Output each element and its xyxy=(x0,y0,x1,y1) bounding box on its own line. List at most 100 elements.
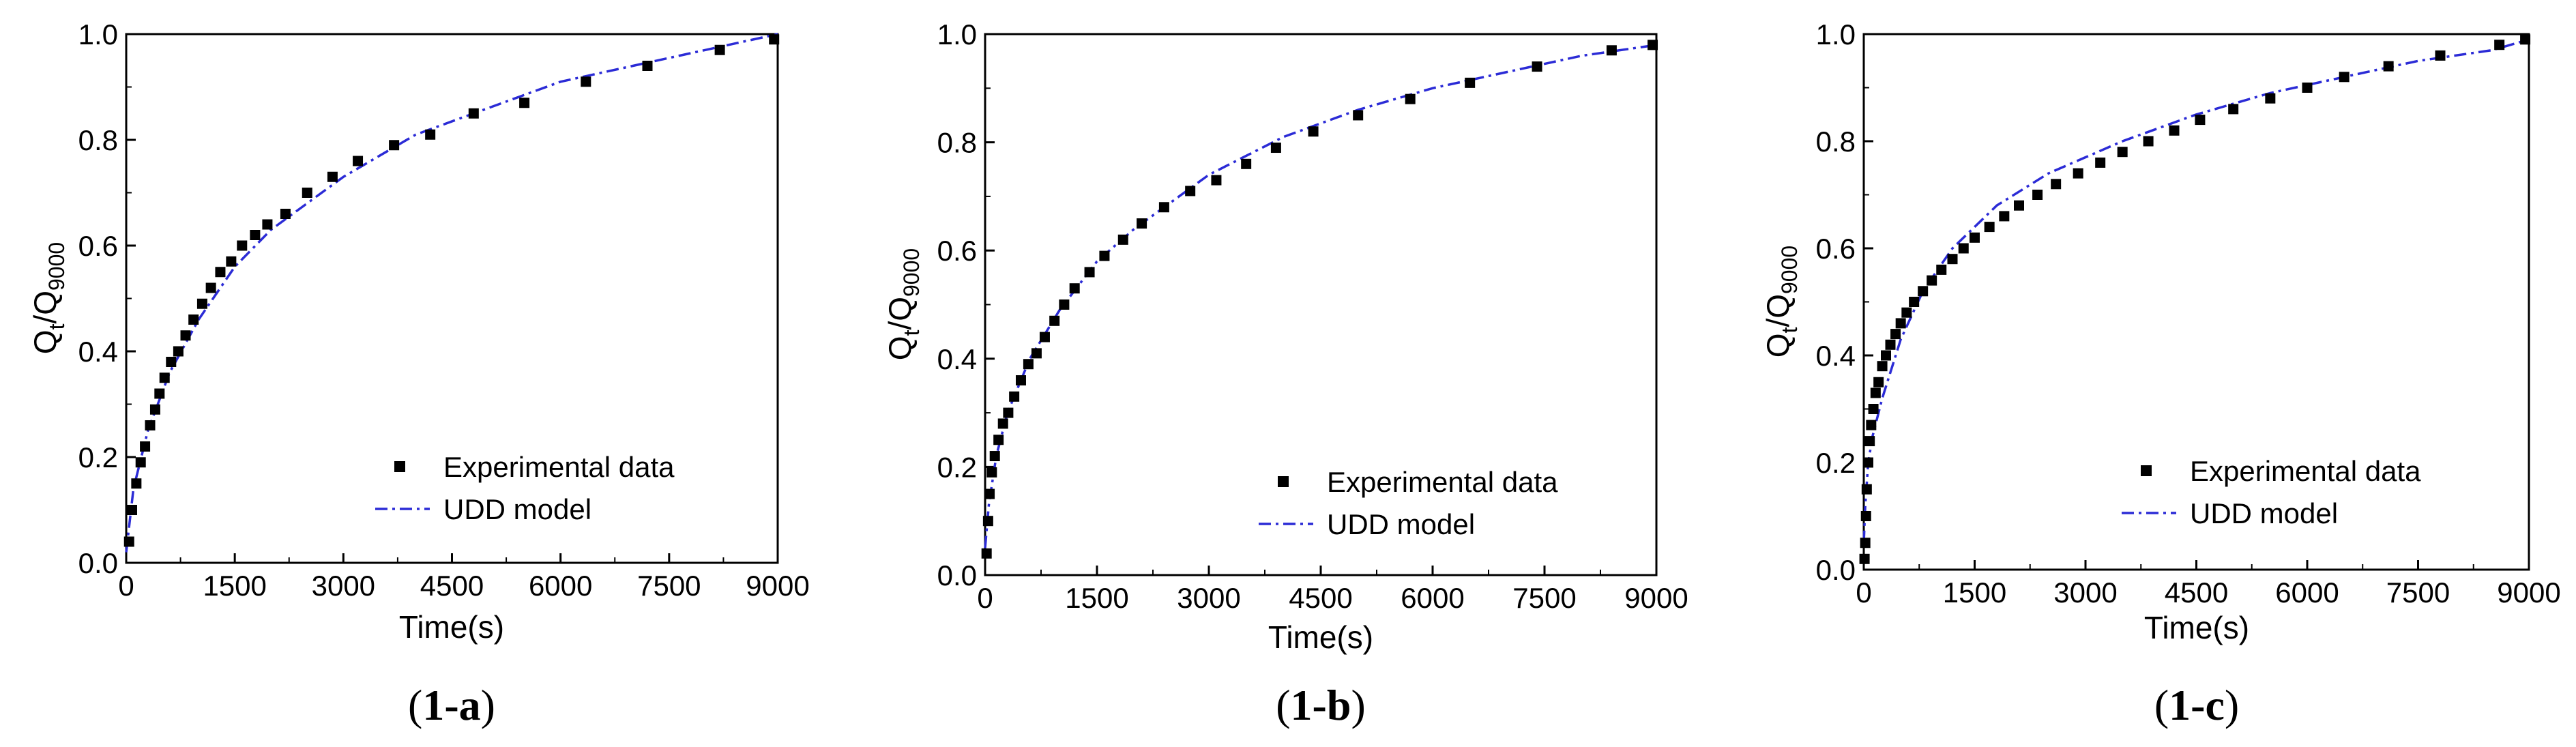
data-point xyxy=(1084,267,1095,278)
data-points-group xyxy=(981,40,1658,559)
data-point xyxy=(188,314,199,325)
x-axis-label: Time(s) xyxy=(1268,619,1373,655)
x-tick-label: 6000 xyxy=(529,570,592,602)
data-point xyxy=(1868,404,1879,414)
data-point xyxy=(1863,457,1873,468)
y-axis-label: Qt/Q9000 xyxy=(1760,246,1802,357)
data-point xyxy=(2494,40,2505,50)
data-point xyxy=(1099,250,1110,261)
data-point xyxy=(1031,348,1042,359)
data-point xyxy=(1308,126,1319,137)
data-point xyxy=(984,488,995,499)
data-point xyxy=(1137,218,1147,229)
y-tick-label: 0.4 xyxy=(1816,340,1856,372)
data-point xyxy=(2117,147,2128,158)
svg-text:Qt/Q9000: Qt/Q9000 xyxy=(27,242,69,354)
data-point xyxy=(714,44,725,55)
data-point xyxy=(1881,350,1891,361)
data-point xyxy=(2302,83,2313,93)
x-tick-label: 0 xyxy=(1856,576,1871,609)
data-point xyxy=(159,372,170,383)
data-point xyxy=(1003,407,1014,418)
x-tick-label: 1500 xyxy=(1943,576,2006,609)
data-point xyxy=(2073,168,2083,179)
y-tick-label: 0.0 xyxy=(78,547,118,579)
legend: Experimental data UDD model xyxy=(2122,455,2421,529)
data-point xyxy=(993,435,1004,445)
data-point xyxy=(1241,158,1252,169)
panel-caption: (1-b) xyxy=(1276,681,1366,729)
axis-ticks: 0 1500 3000 4500 6000 7500 9000 0.0 0.2 0.4 0.6 0.8… xyxy=(937,18,1688,614)
legend-label-udd: UDD model xyxy=(1327,508,1475,540)
data-point xyxy=(982,516,993,527)
data-point xyxy=(1866,420,1877,430)
x-tick-label: 7500 xyxy=(2386,576,2450,609)
data-point xyxy=(1936,264,1947,275)
data-point xyxy=(205,282,216,293)
data-point xyxy=(997,418,1008,429)
data-point xyxy=(1864,436,1875,447)
data-point xyxy=(981,548,992,559)
data-point xyxy=(769,34,780,45)
x-tick-label: 3000 xyxy=(2053,576,2117,609)
x-axis-label: Time(s) xyxy=(2144,610,2249,645)
x-tick-label: 1500 xyxy=(1065,582,1128,614)
y-tick-label: 0.0 xyxy=(1816,554,1856,586)
data-point xyxy=(262,219,273,230)
data-point xyxy=(2143,136,2154,147)
data-point xyxy=(237,240,248,251)
data-point xyxy=(2051,179,2062,190)
data-point xyxy=(1606,45,1617,56)
data-point xyxy=(2435,50,2446,61)
data-point xyxy=(1015,375,1026,386)
data-point xyxy=(1532,61,1542,72)
data-point xyxy=(1353,110,1364,121)
y-tick-label: 1.0 xyxy=(78,18,118,50)
data-point xyxy=(2095,157,2106,168)
x-tick-label: 7500 xyxy=(1512,582,1576,614)
y-tick-label: 0.2 xyxy=(78,441,118,473)
x-tick-label: 6000 xyxy=(1401,582,1464,614)
svg-text:Qt/Q9000: Qt/Q9000 xyxy=(882,248,924,360)
data-point xyxy=(2169,125,2180,136)
data-point xyxy=(1039,332,1050,342)
data-point xyxy=(1185,186,1196,196)
data-point xyxy=(1918,286,1929,297)
legend: Experimental data UDD model xyxy=(1259,466,1558,540)
data-point xyxy=(2520,34,2531,45)
data-point xyxy=(1117,234,1128,245)
data-point xyxy=(1999,211,2010,222)
x-tick-label: 9000 xyxy=(2497,576,2560,609)
x-tick-label: 9000 xyxy=(746,570,809,602)
legend-label-udd: UDD model xyxy=(443,493,591,525)
y-tick-label: 1.0 xyxy=(1816,18,1856,50)
data-point xyxy=(1970,232,1980,243)
legend-marker-experimental xyxy=(394,461,405,472)
data-point xyxy=(302,188,312,198)
y-tick-label: 0.8 xyxy=(937,127,977,159)
legend-label-udd: UDD model xyxy=(2190,497,2338,529)
data-point xyxy=(519,98,530,108)
data-point xyxy=(2339,72,2350,83)
y-tick-label: 0.2 xyxy=(1816,447,1856,479)
data-point xyxy=(1984,222,1995,233)
data-point xyxy=(1873,377,1884,387)
y-tick-label: 1.0 xyxy=(937,18,977,50)
data-point xyxy=(140,441,151,452)
legend: Experimental data UDD model xyxy=(375,451,675,525)
data-point xyxy=(1023,359,1034,370)
data-point xyxy=(1958,243,1969,254)
data-point xyxy=(1069,283,1080,294)
data-point xyxy=(226,256,237,267)
x-tick-label: 0 xyxy=(977,582,993,614)
data-point xyxy=(1009,391,1020,402)
chart-panel-1c: Qt/Q9000 Time(s) 0 1500 3000 4500 6000 7500 90… xyxy=(1760,18,2561,729)
y-tick-label: 0.2 xyxy=(937,451,977,483)
data-point xyxy=(989,451,1000,462)
data-point xyxy=(1270,143,1281,153)
y-tick-label: 0.6 xyxy=(937,235,977,267)
data-points-group xyxy=(1859,34,2531,564)
y-tick-label: 0.6 xyxy=(1816,233,1856,265)
data-point xyxy=(1927,275,1937,286)
data-point xyxy=(1465,77,1476,88)
